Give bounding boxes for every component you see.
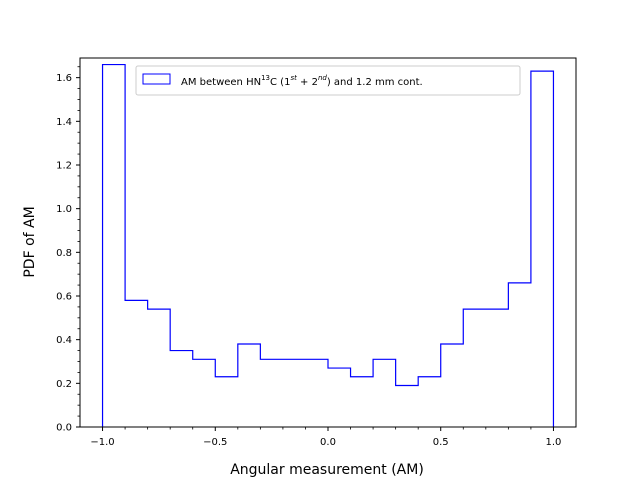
x-tick-label: −1.0 <box>90 437 114 448</box>
y-tick-label: 1.2 <box>56 160 72 171</box>
y-tick-label: 0.4 <box>56 335 72 346</box>
legend: AM between HN13C (1st + 2nd) and 1.2 mm … <box>135 65 521 96</box>
legend-label-superscript: nd <box>318 74 327 82</box>
histogram-bin <box>215 377 238 427</box>
legend-swatch <box>142 73 171 85</box>
axes: −1.0 −0.5 0.0 0.5 1.0 0.0 0.2 0.4 0.6 0.8 1.0 1.2 1.… <box>56 57 577 448</box>
y-tick-label: 1.4 <box>56 117 72 128</box>
x-tick-label: 1.0 <box>546 437 562 448</box>
x-axis-label: Angular measurement (AM) <box>230 462 424 478</box>
histogram-bin <box>328 368 351 427</box>
histogram-bin <box>305 359 328 427</box>
histogram-bin <box>260 359 283 427</box>
x-tick-label: 0.5 <box>433 437 449 448</box>
y-tick-label: 0.6 <box>56 291 72 302</box>
histogram-step-line <box>101 63 555 427</box>
legend-label-part: ) and 1.2 mm cont. <box>327 77 423 88</box>
legend-label-part: AM between HN <box>181 77 261 88</box>
plot-area <box>101 63 555 427</box>
y-tick-label: 1.6 <box>56 73 72 84</box>
histogram-bin <box>238 344 261 427</box>
y-tick-label: 0.8 <box>56 248 72 259</box>
histogram-bin <box>148 309 171 427</box>
legend-label-part: + 2 <box>297 77 318 88</box>
legend-label-superscript: st <box>290 74 297 82</box>
histogram-bin <box>170 351 193 427</box>
y-tick-label: 0.0 <box>56 423 72 434</box>
y-axis-label: PDF of AM <box>22 206 38 277</box>
histogram-bin <box>531 71 554 427</box>
histogram-bin <box>193 359 216 427</box>
x-tick-label: 0.0 <box>320 437 336 448</box>
histogram-bin <box>396 386 419 427</box>
legend-label-part: C (1 <box>270 77 290 88</box>
histogram-bin <box>351 377 374 427</box>
histogram-bin <box>418 377 441 427</box>
y-tick-label: 1.0 <box>56 204 72 215</box>
histogram-bin <box>441 344 464 427</box>
histogram-bin <box>103 65 126 427</box>
histogram-bin <box>463 309 486 427</box>
histogram-bin <box>283 359 306 427</box>
histogram-bin <box>486 309 509 427</box>
x-tick-label: −0.5 <box>203 437 227 448</box>
histogram-bin <box>508 283 531 427</box>
y-tick-label: 0.2 <box>56 379 72 390</box>
legend-frame <box>135 65 521 96</box>
legend-label: AM between HN13C (1st + 2nd) and 1.2 mm … <box>181 74 423 88</box>
legend-label-superscript: 13 <box>261 74 270 82</box>
histogram-bin <box>125 300 148 427</box>
histogram-bin <box>373 359 396 427</box>
